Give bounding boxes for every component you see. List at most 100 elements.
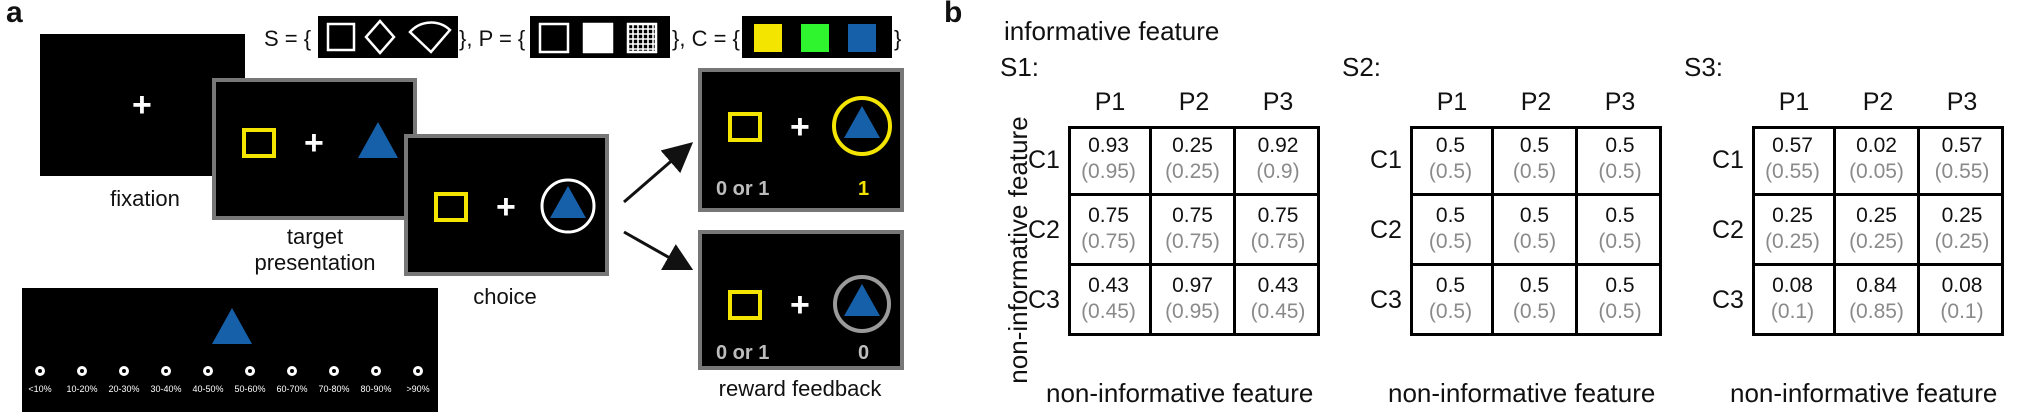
- scale-label: 10-20%: [66, 384, 98, 394]
- shape-set-box: [318, 16, 458, 58]
- grid-cell: 0.43 (0.45): [1068, 266, 1152, 336]
- reward-probability-target: (0.5): [1512, 230, 1557, 253]
- reward-probability-value: 0.5: [1519, 134, 1550, 157]
- square-shape-icon: [326, 22, 356, 52]
- reward-probability-value: 0.08: [1772, 274, 1813, 297]
- grid-cell: 0.5 (0.5): [1410, 266, 1494, 336]
- row-header: C2: [1028, 216, 1060, 244]
- reward-probability-value: 0.57: [1941, 134, 1983, 157]
- reward-probability-value: 0.08: [1941, 274, 1983, 297]
- row-header: C1: [1712, 146, 1744, 174]
- grid-cell: 0.97 (0.95): [1152, 266, 1236, 336]
- panel-a-letter: a: [6, 0, 23, 29]
- reward-probability-target: (0.5): [1512, 160, 1557, 183]
- grid-cell: 0.5 (0.5): [1578, 196, 1662, 266]
- reward-probability-value: 0.5: [1605, 134, 1635, 157]
- table-name: S3:: [1684, 52, 1724, 82]
- reward-probability-target: (0.25): [1165, 160, 1220, 183]
- non-informative-side-label: non-informative feature: [1003, 116, 1033, 384]
- yellow-swatch: [754, 24, 782, 52]
- scale-option-6[interactable]: [287, 366, 297, 376]
- scale-option-4[interactable]: [203, 366, 213, 376]
- scale-label: >90%: [406, 384, 430, 394]
- feedback-cross: +: [790, 108, 810, 146]
- grid-cell: 0.93 (0.95): [1068, 126, 1152, 196]
- column-header: P3: [1946, 88, 1978, 116]
- reward-probability-value: 0.97: [1172, 274, 1213, 297]
- scale-option-2[interactable]: [119, 366, 129, 376]
- row-header: C3: [1370, 286, 1402, 314]
- reward-probability-target: (0.55): [1765, 160, 1820, 183]
- feedback-left-text: 0 or 1: [716, 178, 770, 200]
- green-swatch: [801, 24, 829, 52]
- scale-option-7[interactable]: [329, 366, 339, 376]
- reward-probability-target: (0.5): [1598, 160, 1642, 183]
- feedback-reward-value: 1: [858, 178, 870, 200]
- choice-caption: choice: [473, 284, 537, 309]
- column-header: P2: [1520, 88, 1552, 116]
- reward-probability-value: 0.25: [1172, 134, 1213, 157]
- scale-option-3[interactable]: [161, 366, 171, 376]
- feedback-screen-reward: + 0 or 1 1: [698, 68, 904, 212]
- reward-probability-value: 0.43: [1088, 274, 1129, 297]
- reward-probability-value: 0.93: [1088, 134, 1129, 157]
- yellow-square-stimulus: [242, 128, 276, 158]
- grid-cell: 0.5 (0.5): [1494, 196, 1578, 266]
- table-name: S2:: [1342, 52, 1382, 82]
- grid-cell: 0.5 (0.5): [1410, 126, 1494, 196]
- reward-probability-value: 0.25: [1856, 204, 1897, 227]
- blue-triangle-stimulus: [358, 122, 398, 158]
- reward-probability-value: 0.43: [1257, 274, 1299, 297]
- reward-probability-value: 0.92: [1257, 134, 1299, 157]
- reward-probability-target: (0.75): [1081, 230, 1136, 253]
- reward-probability-value: 0.5: [1435, 134, 1466, 157]
- target-caption: target presentation: [254, 224, 376, 275]
- scale-option-8[interactable]: [371, 366, 381, 376]
- grid-cell: 0.57 (0.55): [1752, 126, 1836, 196]
- scale-label: 70-80%: [318, 384, 350, 394]
- grid-cell: 0.43 (0.45): [1236, 266, 1320, 336]
- row-header: C2: [1370, 216, 1402, 244]
- reward-probability-target: (0.95): [1165, 300, 1220, 323]
- scale-option-5[interactable]: [245, 366, 255, 376]
- scale-option-0[interactable]: [35, 366, 45, 376]
- scale-label: <10%: [28, 384, 52, 394]
- reward-probability-target: (0.5): [1428, 300, 1473, 323]
- scale-option-9[interactable]: [413, 366, 423, 376]
- panel-b-letter: b: [944, 0, 963, 29]
- reward-probability-value: 0.5: [1519, 204, 1550, 227]
- yellow-square-stimulus: [728, 112, 762, 142]
- reward-probability-target: (0.45): [1081, 300, 1136, 323]
- row-header: C1: [1028, 146, 1060, 174]
- reward-probability-value: 0.5: [1605, 204, 1635, 227]
- scale-label: 50-60%: [234, 384, 266, 394]
- set-c-label: }, C = {: [672, 26, 740, 51]
- reward-probability-target: (0.85): [1849, 300, 1904, 323]
- scale-option-1[interactable]: [77, 366, 87, 376]
- target-cross: +: [304, 124, 324, 162]
- color-set-box: [742, 16, 892, 58]
- probability-grid: [1410, 126, 1662, 336]
- blue-triangle-stimulus: [844, 284, 880, 316]
- informative-feature-label: informative feature: [1004, 16, 1220, 46]
- pattern-set-box: [530, 16, 670, 58]
- reward-probability-value: 0.5: [1435, 204, 1466, 227]
- grid-cell: 0.92 (0.9): [1236, 126, 1320, 196]
- grid-cell: 0.84 (0.85): [1836, 266, 1920, 336]
- grid-cell: 0.5 (0.5): [1410, 196, 1494, 266]
- reward-probability-target: (0.25): [1765, 230, 1820, 253]
- grid-cell: 0.25 (0.25): [1836, 196, 1920, 266]
- set-p-label: }, P = {: [459, 26, 526, 51]
- probability-grid: [1068, 126, 1320, 336]
- reward-probability-value: 0.75: [1172, 204, 1213, 227]
- grid-cell: 0.5 (0.5): [1578, 126, 1662, 196]
- reward-probability-target: (0.5): [1598, 300, 1642, 323]
- scale-label: 60-70%: [276, 384, 308, 394]
- yellow-square-stimulus: [434, 192, 468, 222]
- reward-probability-target: (0.5): [1598, 230, 1642, 253]
- row-header: C1: [1370, 146, 1402, 174]
- reward-probability-target: (0.5): [1428, 230, 1473, 253]
- reward-probability-value: 0.25: [1772, 204, 1813, 227]
- scale-label: 20-30%: [108, 384, 140, 394]
- grid-cell: 0.75 (0.75): [1236, 196, 1320, 266]
